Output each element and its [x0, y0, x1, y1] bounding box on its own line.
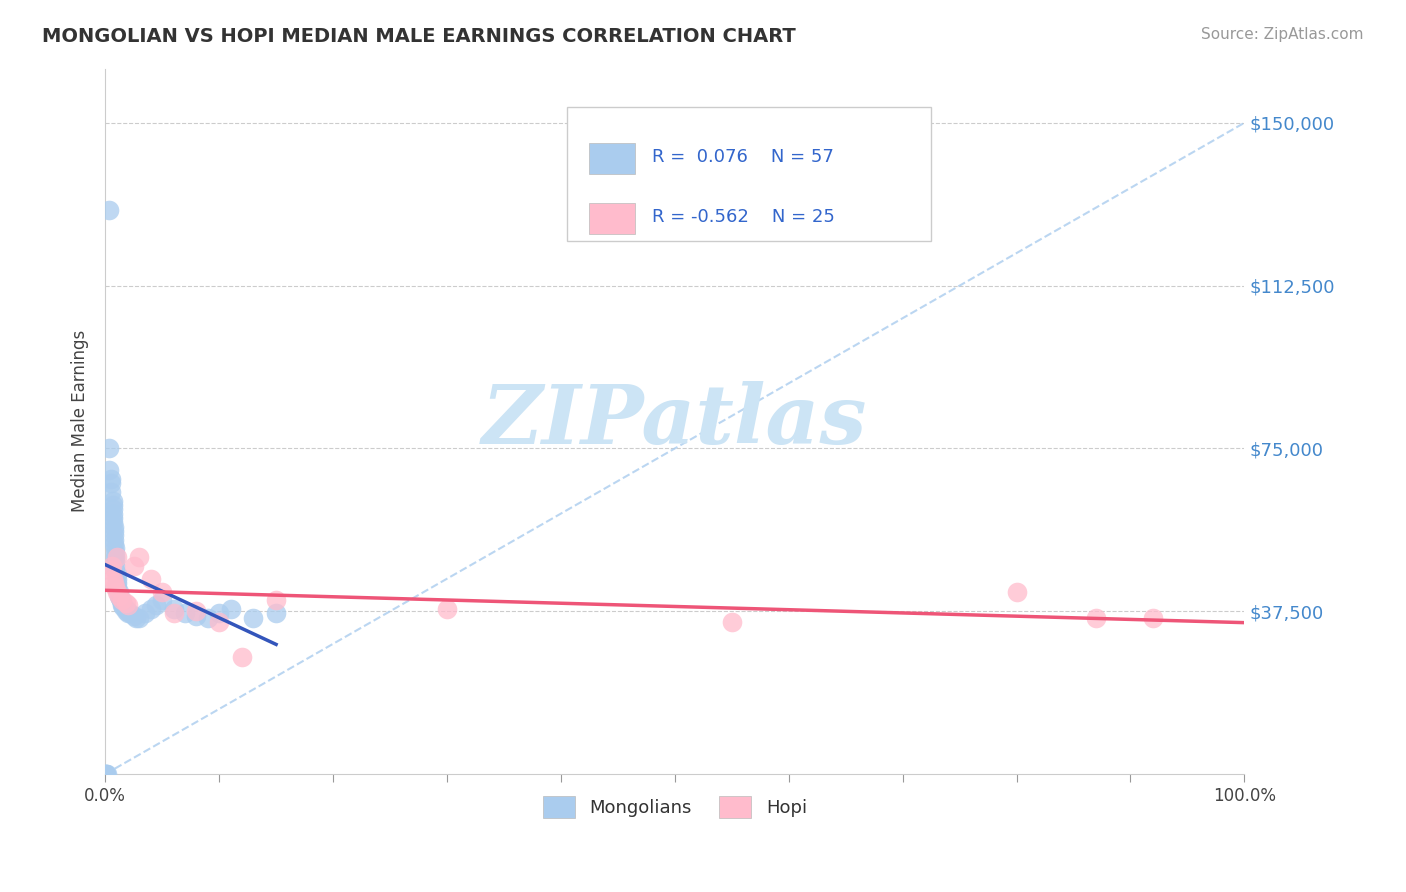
Point [1005, 584, 1028, 599]
Point [104, 581, 127, 595]
Point [150, 593, 173, 607]
Point [97, 463, 120, 477]
Point [103, 537, 125, 551]
Point [436, 602, 458, 616]
Point [122, 608, 145, 623]
Point [186, 604, 208, 618]
Point [122, 558, 145, 573]
Point [97, 202, 120, 217]
Point [103, 502, 125, 516]
Point [174, 607, 197, 621]
Point [139, 602, 162, 616]
Point [103, 528, 125, 542]
Text: R = -0.562    N = 25: R = -0.562 N = 25 [652, 208, 835, 226]
Point [103, 511, 125, 525]
Point [162, 602, 184, 616]
Point [105, 572, 128, 586]
Point [108, 589, 131, 603]
Point [103, 576, 125, 591]
Point [103, 524, 125, 538]
Text: Source: ZipAtlas.com: Source: ZipAtlas.com [1201, 27, 1364, 42]
Text: ZIPatlas: ZIPatlas [482, 381, 868, 461]
Point [105, 549, 128, 564]
Point [108, 591, 131, 606]
Point [103, 533, 125, 547]
Point [208, 607, 231, 621]
Point [117, 607, 139, 621]
Point [231, 649, 253, 664]
Point [125, 611, 148, 625]
Point [1085, 611, 1108, 625]
Point [108, 589, 131, 603]
Point [104, 541, 127, 556]
Legend: Mongolians, Hopi: Mongolians, Hopi [536, 789, 814, 825]
Point [104, 546, 127, 560]
Bar [589, 143, 636, 174]
Point [104, 549, 127, 564]
Point [100, 563, 122, 577]
Text: MONGOLIAN VS HOPI MEDIAN MALE EARNINGS CORRELATION CHART: MONGOLIAN VS HOPI MEDIAN MALE EARNINGS C… [42, 27, 796, 45]
Point [120, 607, 142, 621]
Point [208, 615, 231, 629]
Point [111, 596, 134, 610]
Point [103, 516, 125, 530]
Y-axis label: Median Male Earnings: Median Male Earnings [72, 330, 89, 512]
Bar [589, 202, 636, 235]
Point [105, 584, 128, 599]
Point [114, 596, 136, 610]
Point [114, 602, 136, 616]
Text: R =  0.076    N = 57: R = 0.076 N = 57 [652, 148, 834, 166]
Point [110, 593, 132, 607]
Point [145, 598, 167, 612]
Point [112, 599, 135, 614]
Point [97, 442, 120, 456]
Point [100, 476, 122, 491]
FancyBboxPatch shape [567, 107, 931, 242]
Point [105, 576, 128, 591]
Point [114, 604, 136, 618]
Point [104, 554, 127, 568]
Point [96, 767, 118, 781]
Point [100, 472, 122, 486]
Point [104, 558, 127, 573]
Point [1142, 611, 1164, 625]
Point [100, 484, 122, 499]
Point [264, 607, 287, 621]
Point [111, 598, 134, 612]
Point [720, 615, 742, 629]
Point [264, 593, 287, 607]
Point [162, 607, 184, 621]
Point [105, 581, 128, 595]
Point [117, 598, 139, 612]
Point [128, 549, 150, 564]
Point [134, 607, 156, 621]
Point [103, 519, 125, 533]
Point [139, 572, 162, 586]
Point [219, 602, 242, 616]
Point [186, 608, 208, 623]
Point [111, 593, 134, 607]
Point [108, 584, 131, 599]
Point [197, 611, 219, 625]
Point [103, 507, 125, 521]
Point [105, 567, 128, 582]
Point [128, 611, 150, 625]
Point [103, 493, 125, 508]
Point [104, 563, 127, 577]
Point [96, 767, 118, 781]
Point [242, 611, 264, 625]
Point [103, 572, 125, 586]
Point [94, 767, 117, 781]
Point [150, 584, 173, 599]
Point [96, 767, 118, 781]
Point [101, 558, 124, 573]
Point [103, 498, 125, 512]
